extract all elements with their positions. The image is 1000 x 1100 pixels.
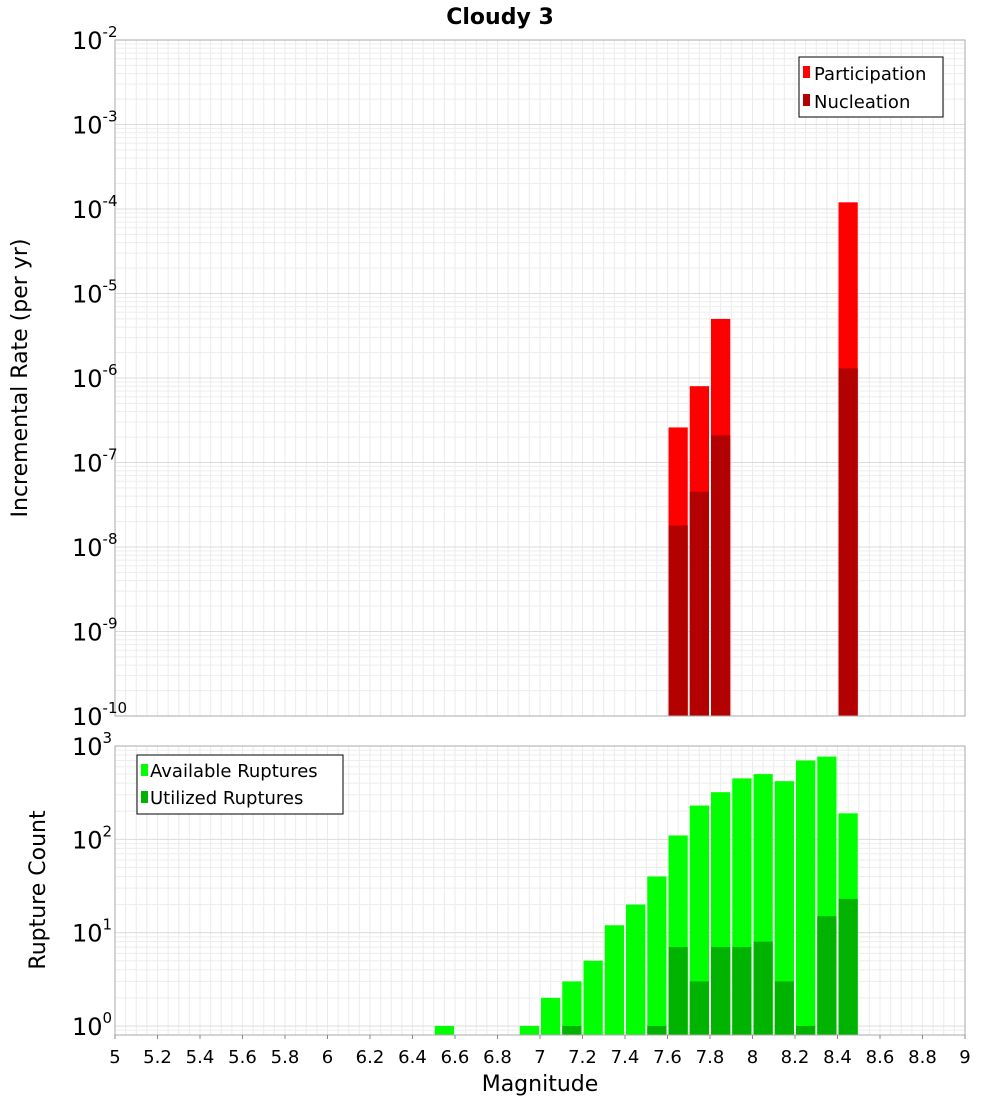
bottom-bar-utilized-ruptures [774, 981, 794, 1035]
bottom-bar-available-ruptures [774, 781, 794, 1035]
x-tick-label: 6 [322, 1047, 333, 1068]
bottom-bar-utilized-ruptures [711, 947, 731, 1035]
x-tick-label: 6.8 [483, 1047, 512, 1068]
top-y-tick-label: 10-10 [72, 699, 127, 731]
x-tick-label: 7 [534, 1047, 545, 1068]
x-tick-label: 5.2 [143, 1047, 172, 1068]
legend-label-utilized: Utilized Ruptures [150, 788, 303, 809]
legend-label-nucleation: Nucleation [814, 92, 910, 113]
bottom-bar-utilized-ruptures [647, 1025, 667, 1035]
bottom-bar-utilized-ruptures [817, 916, 837, 1035]
x-tick-label: 8.6 [866, 1047, 895, 1068]
bottom-bar-available-ruptures [647, 876, 667, 1035]
x-tick-label: 6.2 [356, 1047, 385, 1068]
x-tick-label: 7.4 [611, 1047, 640, 1068]
legend-swatch-utilized [141, 791, 148, 803]
bottom-y-tick-label: 100 [72, 1009, 112, 1041]
x-axis-label: Magnitude [482, 1072, 599, 1097]
top-bar-nucleation [689, 491, 709, 716]
bottom-bar-available-ruptures [604, 925, 624, 1035]
top-y-tick-label: 10-7 [72, 446, 118, 478]
chart-title: Cloudy 3 [446, 5, 554, 30]
top-panel: 10-2 10-3 10-4 10-5 10-6 10-7 10-8 10-9 10-10 In… [8, 23, 966, 731]
x-tick-label: 7.2 [568, 1047, 597, 1068]
bottom-bar-available-ruptures [519, 1025, 539, 1035]
bottom-legend-box [136, 754, 344, 815]
x-tick-label: 5.8 [271, 1047, 300, 1068]
bottom-y-tick-label: 102 [72, 822, 112, 854]
top-bar-nucleation [838, 368, 858, 716]
top-bar-nucleation [711, 435, 731, 716]
bottom-bar-utilized-ruptures [562, 1025, 582, 1035]
bottom-bar-available-ruptures [434, 1025, 454, 1035]
x-tick-label: 6.6 [441, 1047, 470, 1068]
top-y-tick-label: 10-2 [72, 23, 118, 55]
top-y-tick-label: 10-8 [72, 530, 118, 562]
bottom-y-axis-label: Rupture Count [26, 810, 51, 970]
bottom-panel: 103 102 101 100 5 5.2 5.4 5.6 5.8 6 6.2 6.4 6.6 6.8 7… [26, 729, 971, 1097]
x-tick-label: 8.8 [908, 1047, 937, 1068]
x-ticks: 5 5.2 5.4 5.6 5.8 6 6.2 6.4 6.6 6.8 7 7.2 7.4 7.6 7.8 8… [109, 1035, 971, 1068]
top-y-ticks: 10-2 10-3 10-4 10-5 10-6 10-7 10-8 10-9 10-10 [72, 23, 127, 731]
x-tick-label: 7.6 [653, 1047, 682, 1068]
top-y-tick-label: 10-5 [72, 277, 118, 309]
bottom-bar-available-ruptures [626, 904, 646, 1035]
bottom-bar-utilized-ruptures [753, 941, 773, 1035]
legend-swatch-participation [803, 66, 810, 78]
bottom-bar-available-ruptures [583, 960, 603, 1035]
x-tick-label: 5.6 [228, 1047, 257, 1068]
top-legend: Participation Nucleation [798, 56, 944, 118]
bottom-bar-available-ruptures [562, 981, 582, 1035]
top-y-tick-label: 10-6 [72, 361, 118, 393]
bottom-legend: Available Ruptures Utilized Ruptures [136, 754, 344, 815]
x-tick-label: 7.8 [696, 1047, 725, 1068]
x-tick-label: 8.2 [781, 1047, 810, 1068]
legend-swatch-nucleation [803, 94, 810, 106]
bottom-bar-utilized-ruptures [668, 947, 688, 1035]
bottom-bars [434, 756, 858, 1035]
legend-label-available: Available Ruptures [150, 761, 318, 782]
x-tick-label: 9 [959, 1047, 970, 1068]
top-legend-box [798, 56, 944, 118]
bottom-y-tick-label: 103 [72, 729, 112, 761]
top-grid [114, 39, 966, 717]
top-y-tick-label: 10-4 [72, 192, 118, 224]
x-tick-label: 8 [747, 1047, 758, 1068]
bottom-bar-available-ruptures [689, 805, 709, 1035]
top-plot-frame [114, 39, 966, 717]
x-tick-label: 8.4 [823, 1047, 852, 1068]
bottom-bar-utilized-ruptures [732, 947, 752, 1035]
x-tick-label: 5 [109, 1047, 120, 1068]
bottom-bar-utilized-ruptures [689, 981, 709, 1035]
top-y-tick-label: 10-3 [72, 108, 118, 140]
x-tick-label: 6.4 [398, 1047, 427, 1068]
bottom-bar-available-ruptures [541, 997, 561, 1035]
top-bars [668, 202, 858, 716]
bottom-y-ticks: 103 102 101 100 [72, 729, 112, 1041]
bottom-y-tick-label: 101 [72, 916, 112, 948]
bottom-bar-available-ruptures [796, 760, 816, 1035]
legend-label-participation: Participation [814, 64, 926, 85]
legend-swatch-available [141, 764, 148, 776]
top-bar-nucleation [668, 525, 688, 716]
top-y-tick-label: 10-9 [72, 615, 118, 647]
bottom-bar-utilized-ruptures [796, 1025, 816, 1035]
x-tick-label: 5.4 [186, 1047, 215, 1068]
bottom-bar-utilized-ruptures [838, 898, 858, 1035]
top-y-axis-label: Incremental Rate (per yr) [8, 239, 33, 518]
